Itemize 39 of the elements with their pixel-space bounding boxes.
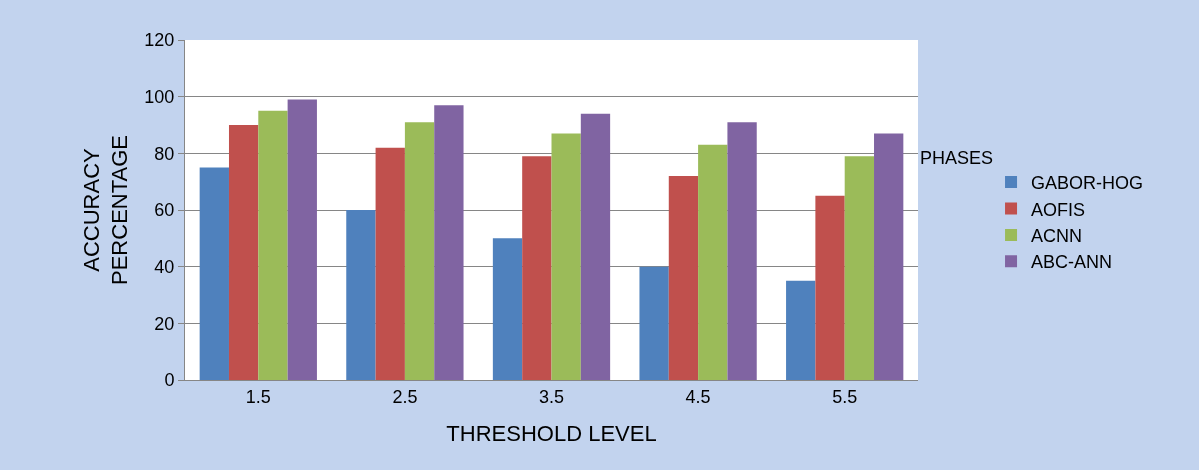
y-tick-label: 80 [154, 143, 175, 164]
bar [727, 122, 757, 380]
bar [258, 110, 288, 380]
y-tick-label: 0 [164, 370, 175, 391]
x-axis-title: THRESHOLD LEVEL [446, 421, 657, 447]
legend-title: PHASES [920, 147, 994, 168]
bar [786, 280, 816, 380]
x-tick-label: 5.5 [832, 386, 858, 407]
bar [844, 156, 875, 380]
bar [815, 195, 845, 380]
bar [874, 133, 904, 380]
legend-label: AOFIS [1031, 199, 1086, 220]
legend-label: ABC-ANN [1031, 252, 1113, 273]
y-tick-label: 120 [144, 30, 175, 51]
bar [346, 210, 376, 380]
bar [375, 147, 405, 380]
legend-label: ACNN [1031, 225, 1083, 246]
x-tick-label: 1.5 [245, 386, 271, 407]
legend-label: GABOR-HOG [1031, 173, 1144, 194]
bar [580, 113, 611, 380]
bar [639, 266, 669, 380]
y-tick-label: 100 [144, 86, 175, 107]
bar [404, 122, 435, 380]
x-tick-label: 3.5 [538, 386, 565, 407]
x-tick-label: 4.5 [685, 386, 711, 407]
bar [199, 167, 229, 380]
y-axis-title: ACCURACY PERCENTAGE [78, 135, 133, 285]
y-tick-label: 20 [154, 313, 175, 334]
y-tick-label: 60 [154, 200, 175, 221]
bar [287, 99, 317, 380]
x-tick-label: 2.5 [392, 386, 418, 407]
bar [551, 133, 581, 380]
bar [434, 105, 464, 380]
y-tick-label: 40 [154, 256, 175, 277]
bar [668, 176, 699, 380]
bar [522, 156, 552, 380]
bar [698, 144, 728, 380]
bar [228, 125, 259, 380]
bar [492, 238, 523, 380]
